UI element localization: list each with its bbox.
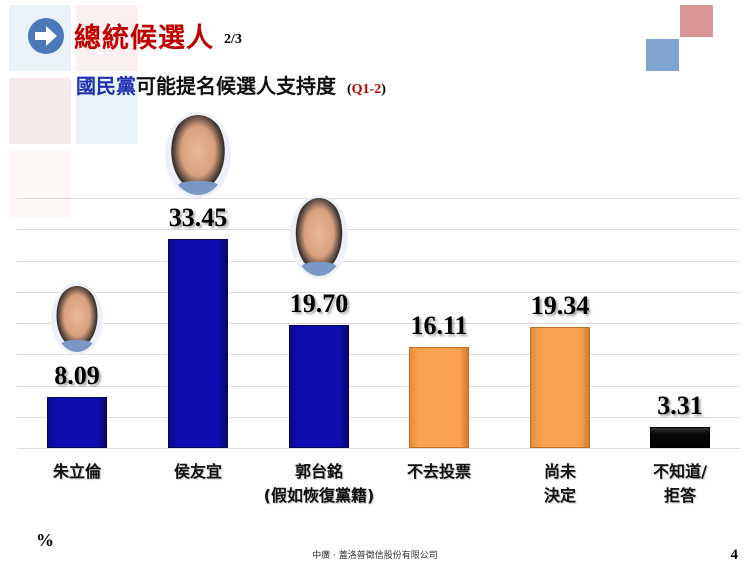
decor-square-blue [646,39,679,71]
bar-5 [530,327,590,448]
chart-title: 國民黨可能提名候選人支持度 (Q1-2) [76,70,386,99]
bar-6 [650,427,710,448]
decor-square-lightblue-2 [76,78,138,144]
decor-square-pink [680,5,713,37]
value-label: 3.31 [657,391,703,420]
value-label: 16.11 [410,311,468,340]
decor-square-lightpink-1 [76,5,138,71]
gridline [17,323,740,324]
gridline [17,386,740,387]
category-label: 朱立倫 [52,462,101,481]
decor-square-lightpink-2 [9,78,71,144]
value-label: 19.70 [289,289,349,318]
gridline [17,198,740,199]
decor-square-faint [9,151,71,217]
chart-title-rest: 可能提名候選人支持度 [136,74,336,98]
gridline [17,354,740,355]
question-code: (Q1-2) [346,82,386,97]
unit-label: % [36,530,54,550]
page-title: 總統候選人 [74,23,214,54]
bar-3 [289,325,349,448]
bar-2 [168,239,228,448]
arrow-right-icon [28,17,64,54]
gridline [17,261,740,262]
candidate-photo [165,112,231,198]
chart-title-party: 國民黨 [76,74,136,98]
category-label: 郭台銘 (假如恢復黨籍) [263,462,375,505]
gridline [17,417,740,418]
gridline [17,448,740,449]
category-label: 尚未 決定 [543,462,576,505]
slide-header: 總統候選人 2/3 [28,16,242,55]
source-footer: 中廣 · 蓋洛普徵信股份有限公司 [312,551,438,561]
page-fraction: 2/3 [224,31,242,47]
page-number: 4 [730,547,739,563]
value-label: 33.45 [168,203,228,232]
candidate-photo [51,283,103,355]
gridline [17,229,740,230]
category-label: 侯友宜 [173,462,222,481]
category-label: 不知道/拒答 [653,462,707,505]
bar-4 [409,347,469,448]
value-label: 8.09 [54,361,100,390]
category-label: 不去投票 [406,462,471,481]
gridline [17,292,740,293]
value-label: 19.34 [530,291,590,320]
bar-1 [47,397,107,448]
candidate-photo [290,195,348,279]
